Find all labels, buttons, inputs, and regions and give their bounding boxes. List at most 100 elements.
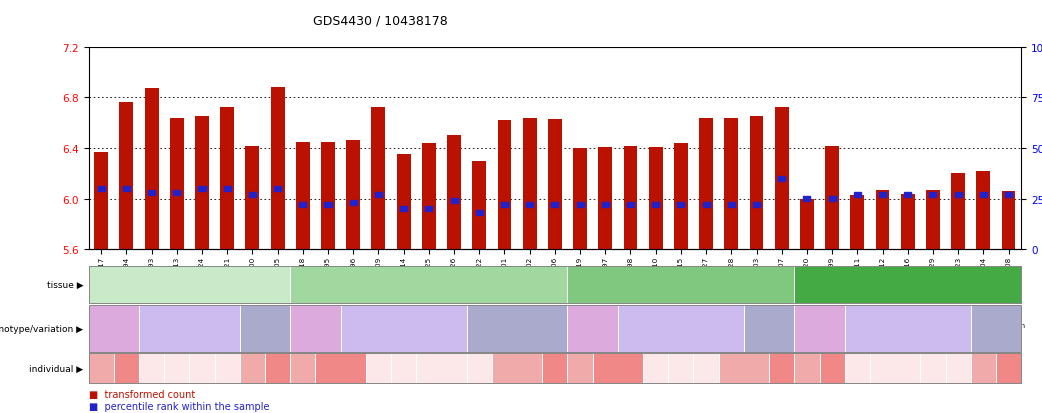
Bar (296, 142, 309, 250)
Text: 63: 63 (171, 364, 182, 373)
Bar (850, 195, 864, 250)
Text: 63: 63 (890, 364, 901, 373)
Bar (274, 187, 281, 192)
Bar (548, 120, 562, 250)
Text: df/+ deletio
n - 1 copy: df/+ deletio n - 1 copy (93, 322, 134, 335)
Text: 62: 62 (146, 364, 157, 373)
Bar (299, 203, 306, 208)
Text: cortex: cortex (666, 280, 696, 290)
Text: +/+ wild type - 2
copies: +/+ wild type - 2 copies (651, 322, 711, 335)
Bar (803, 197, 811, 202)
Text: 90: 90 (927, 364, 939, 373)
Bar (853, 193, 861, 198)
Bar (623, 146, 638, 250)
Bar (372, 108, 386, 250)
Bar (476, 211, 482, 216)
Bar (224, 187, 230, 192)
Bar (170, 119, 183, 250)
Bar (649, 147, 663, 250)
Text: 62: 62 (650, 364, 662, 373)
Bar (94, 152, 108, 250)
Text: 102: 102 (974, 364, 992, 373)
Text: brain stem: brain stem (163, 280, 216, 290)
Text: 63: 63 (675, 364, 687, 373)
Bar (875, 190, 890, 250)
Bar (979, 193, 987, 198)
Bar (173, 191, 180, 196)
Bar (573, 149, 587, 250)
Text: 101: 101 (332, 364, 349, 373)
Bar (900, 194, 915, 250)
Bar (350, 201, 356, 206)
Text: 89: 89 (952, 364, 964, 373)
Text: +/+ wild type - 2
copies: +/+ wild type - 2 copies (374, 322, 433, 335)
Bar (800, 199, 814, 250)
Bar (926, 190, 940, 250)
Bar (425, 207, 432, 212)
Bar (497, 121, 512, 250)
Bar (220, 108, 234, 250)
Text: 102: 102 (244, 364, 260, 373)
Bar (724, 119, 738, 250)
Bar (120, 103, 133, 250)
Text: GDS4430 / 10438178: GDS4430 / 10438178 (313, 14, 447, 27)
Bar (727, 203, 735, 208)
Text: dp/+ duplication
- 3 copies: dp/+ duplication - 3 copies (967, 322, 1025, 335)
Text: ■  transformed count: ■ transformed count (89, 389, 195, 399)
Bar (501, 203, 508, 208)
Bar (576, 203, 584, 208)
Text: 88: 88 (297, 364, 308, 373)
Text: 121: 121 (269, 364, 287, 373)
Text: 90: 90 (436, 364, 447, 373)
Bar (775, 108, 789, 250)
Bar (321, 142, 334, 250)
Text: 102: 102 (736, 364, 752, 373)
Text: cerebellum: cerebellum (401, 280, 456, 290)
Bar (954, 193, 962, 198)
Text: tissue ▶: tissue ▶ (47, 280, 83, 290)
Text: 101: 101 (823, 364, 841, 373)
Bar (246, 146, 259, 250)
Text: +/+ wild type - 2
copies: +/+ wild type - 2 copies (878, 322, 938, 335)
Bar (674, 144, 688, 250)
Bar (195, 117, 209, 250)
Bar (601, 203, 609, 208)
Text: 88: 88 (96, 364, 107, 373)
Bar (879, 193, 886, 198)
Text: 89: 89 (222, 364, 233, 373)
Bar (324, 203, 331, 208)
Bar (1001, 192, 1016, 250)
Bar (929, 193, 937, 198)
Text: 62: 62 (851, 364, 863, 373)
Bar (98, 187, 104, 192)
Text: dp/+
duplication
-3 copies: dp/+ duplication -3 copies (749, 318, 789, 338)
Bar (1006, 193, 1012, 198)
Bar (702, 203, 710, 208)
Bar (627, 203, 634, 208)
Text: df/+ deletion - 1
copy: df/+ deletion - 1 copy (564, 322, 621, 335)
Bar (778, 176, 786, 182)
Bar (749, 117, 764, 250)
Bar (346, 141, 361, 250)
Text: +/+ wild type - 2
copies: +/+ wild type - 2 copies (159, 322, 219, 335)
Bar (450, 199, 457, 204)
Bar (523, 119, 537, 250)
Bar (526, 203, 534, 208)
Bar (447, 136, 461, 250)
Text: ■  percentile rank within the sample: ■ percentile rank within the sample (89, 401, 269, 411)
Bar (904, 193, 912, 198)
Bar (198, 187, 205, 192)
Bar (375, 193, 382, 198)
Text: 101: 101 (610, 364, 626, 373)
Text: 88: 88 (801, 364, 813, 373)
Bar (828, 197, 836, 202)
Bar (652, 203, 660, 208)
Bar (976, 171, 990, 250)
Text: 121: 121 (546, 364, 564, 373)
Bar (145, 89, 158, 250)
Text: 89: 89 (473, 364, 485, 373)
Text: dp/+ duplication -
3 copies: dp/+ duplication - 3 copies (233, 322, 296, 335)
Text: 63: 63 (398, 364, 410, 373)
Bar (677, 203, 685, 208)
Bar (598, 147, 613, 250)
